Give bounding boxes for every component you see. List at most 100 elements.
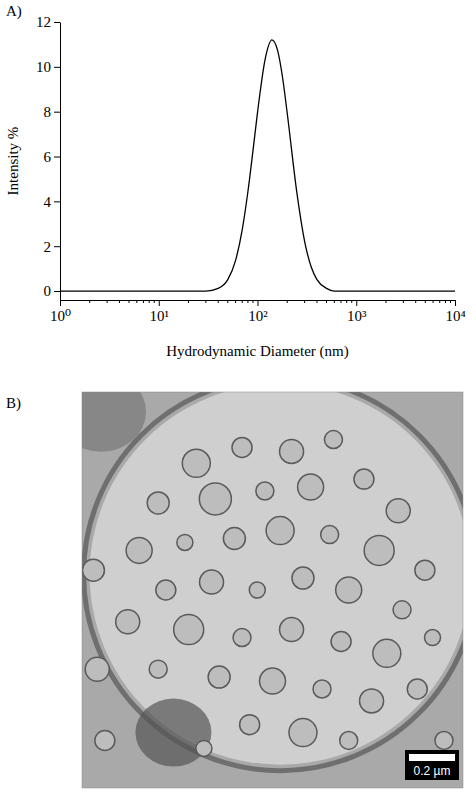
vesicle	[266, 517, 294, 545]
dark-patch	[82, 392, 146, 452]
x-minor-tick	[287, 300, 288, 303]
x-minor-tick	[136, 300, 137, 303]
panel-label: B)	[6, 395, 21, 412]
x-tick-mark	[60, 300, 61, 306]
y-tick-mark	[54, 157, 60, 158]
y-axis-line	[60, 23, 61, 301]
vesicle	[386, 499, 410, 523]
x-tick-mark	[159, 300, 160, 306]
x-minor-tick	[119, 300, 120, 303]
vesicle	[199, 483, 231, 515]
x-minor-tick	[316, 300, 317, 303]
vesicle	[95, 730, 115, 750]
x-tick: 10³	[347, 300, 367, 324]
y-tick-label: 6	[44, 149, 52, 165]
y-tick: 4	[44, 194, 61, 210]
vesicle	[364, 535, 394, 565]
vesicle	[298, 474, 324, 500]
x-tick-label: 10¹	[150, 308, 170, 324]
scale-bar-box	[405, 750, 459, 780]
x-tick-mark	[258, 300, 259, 306]
y-tick-mark	[54, 201, 60, 202]
vesicle	[425, 630, 441, 646]
vesicle	[256, 482, 274, 500]
y-tick-label: 10	[36, 59, 51, 75]
vesicle	[147, 492, 169, 514]
y-tick-label: 4	[44, 194, 52, 210]
x-minor-tick	[129, 300, 130, 303]
vesicle	[156, 580, 176, 600]
x-minor-tick	[89, 300, 90, 303]
y-tick: 6	[44, 149, 61, 165]
y-tick: 10	[36, 59, 60, 75]
x-tick-mark	[455, 300, 456, 306]
x-tick: 10²	[248, 300, 268, 324]
x-minor-tick	[235, 300, 236, 303]
vesicle	[373, 639, 401, 667]
vesicle	[126, 537, 152, 563]
vesicle	[182, 449, 210, 477]
vesicle	[407, 679, 427, 699]
y-axis-title: Intensity %	[5, 127, 21, 196]
vesicle	[82, 559, 104, 581]
vesicle	[174, 615, 204, 645]
x-minor-tick	[304, 300, 305, 303]
x-minor-tick	[107, 300, 108, 303]
x-minor-tick	[340, 300, 341, 303]
scale-bar-label: 0.2 µm	[414, 764, 451, 778]
micrograph-frame	[82, 392, 463, 788]
x-minor-tick	[439, 300, 440, 303]
grid-hole-rim	[84, 392, 463, 771]
y-tick-mark	[54, 112, 60, 113]
y-tick-label: 8	[44, 104, 52, 120]
x-minor-ticks	[90, 300, 451, 303]
vesicle	[200, 570, 224, 594]
vesicle	[223, 528, 245, 550]
vesicle	[208, 666, 230, 688]
vesicle	[340, 731, 358, 749]
vesicle	[289, 719, 317, 747]
x-minor-tick	[346, 300, 347, 303]
x-minor-tick	[415, 300, 416, 303]
vesicle	[249, 582, 265, 598]
y-tick: 2	[44, 238, 61, 254]
vesicle	[321, 526, 339, 544]
vesicle	[354, 469, 374, 489]
x-tick: 10⁴	[445, 300, 465, 324]
figure: A)10⁰10¹10²10³10⁴024681012Hydrodynamic D…	[0, 0, 476, 794]
y-tick-label: 2	[44, 238, 52, 254]
vesicle	[280, 439, 304, 463]
vesicle	[177, 534, 193, 550]
vesicle	[324, 431, 342, 449]
y-tick: 0	[44, 283, 61, 299]
y-tick-mark	[54, 22, 60, 23]
y-tick-label: 0	[44, 283, 52, 299]
vesicle	[85, 657, 109, 681]
micrograph	[82, 392, 463, 788]
x-tick-label: 10³	[347, 308, 367, 324]
vesicle	[336, 577, 362, 603]
vesicle	[260, 668, 286, 694]
x-minor-tick	[143, 300, 144, 303]
x-minor-tick	[403, 300, 404, 303]
y-tick: 12	[36, 14, 60, 30]
x-minor-tick	[334, 300, 335, 303]
x-minor-tick	[242, 300, 243, 303]
vesicle	[313, 680, 331, 698]
size-distribution-line	[60, 40, 455, 291]
scale-bar	[409, 754, 455, 761]
plot-area	[60, 40, 455, 291]
vesicle	[331, 631, 351, 651]
x-minor-tick	[205, 300, 206, 303]
vesicle	[116, 610, 140, 634]
x-minor-tick	[154, 300, 155, 303]
y-axis: 0 2 4 6 8 10 12	[36, 14, 61, 300]
x-tick-label: 10⁰	[50, 308, 71, 324]
dark-patch	[135, 699, 211, 767]
vesicle	[280, 618, 304, 642]
vesicle	[415, 560, 435, 580]
x-minor-tick	[425, 300, 426, 303]
x-axis-title: Hydrodynamic Diameter (nm)	[166, 343, 348, 360]
x-tick-label: 10²	[248, 308, 268, 324]
vesicle	[149, 660, 167, 678]
